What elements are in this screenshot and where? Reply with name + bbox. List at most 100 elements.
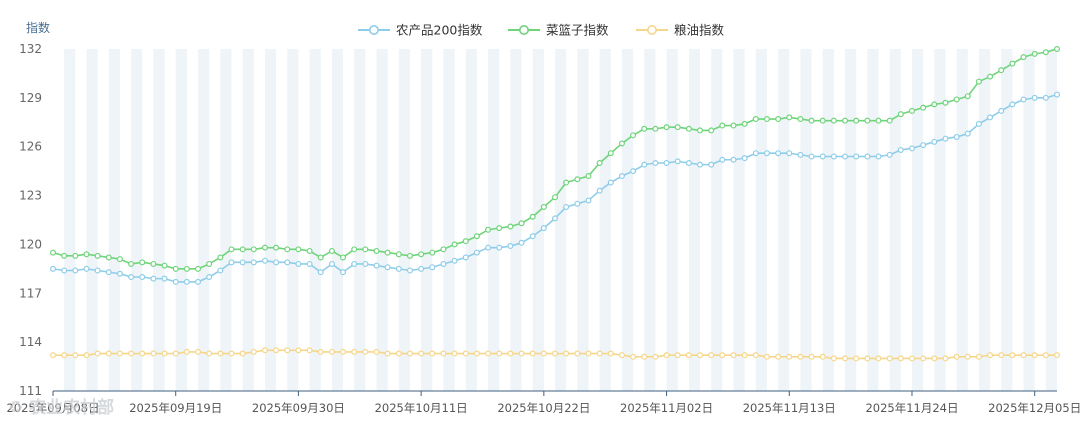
data-point[interactable] bbox=[228, 259, 235, 266]
legend-item[interactable]: 粮油指数 bbox=[636, 23, 725, 38]
data-point[interactable] bbox=[462, 350, 469, 357]
data-point[interactable] bbox=[618, 352, 625, 359]
data-point[interactable] bbox=[261, 257, 268, 264]
data-point[interactable] bbox=[1031, 50, 1038, 57]
data-point[interactable] bbox=[663, 160, 670, 167]
data-point[interactable] bbox=[485, 244, 492, 251]
data-point[interactable] bbox=[1020, 54, 1027, 61]
data-point[interactable] bbox=[507, 243, 514, 250]
data-point[interactable] bbox=[250, 259, 257, 266]
data-point[interactable] bbox=[384, 249, 391, 256]
data-point[interactable] bbox=[763, 353, 770, 360]
data-point[interactable] bbox=[652, 160, 659, 167]
data-point[interactable] bbox=[786, 150, 793, 157]
data-point[interactable] bbox=[585, 173, 592, 180]
data-point[interactable] bbox=[72, 352, 79, 359]
data-point[interactable] bbox=[94, 252, 101, 259]
data-point[interactable] bbox=[697, 352, 704, 359]
data-point[interactable] bbox=[529, 233, 536, 240]
data-point[interactable] bbox=[618, 173, 625, 180]
data-point[interactable] bbox=[585, 350, 592, 357]
data-point[interactable] bbox=[139, 350, 146, 357]
data-point[interactable] bbox=[306, 260, 313, 267]
data-point[interactable] bbox=[340, 348, 347, 355]
data-point[interactable] bbox=[406, 267, 413, 274]
data-point[interactable] bbox=[195, 278, 202, 285]
data-point[interactable] bbox=[172, 350, 179, 357]
data-point[interactable] bbox=[931, 355, 938, 362]
data-point[interactable] bbox=[875, 117, 882, 124]
data-point[interactable] bbox=[540, 225, 547, 232]
data-point[interactable] bbox=[273, 259, 280, 266]
data-point[interactable] bbox=[585, 197, 592, 204]
data-point[interactable] bbox=[886, 151, 893, 158]
data-point[interactable] bbox=[429, 264, 436, 271]
data-point[interactable] bbox=[808, 117, 815, 124]
legend-item[interactable]: 农产品200指数 bbox=[358, 23, 483, 38]
data-point[interactable] bbox=[418, 265, 425, 272]
data-point[interactable] bbox=[195, 265, 202, 272]
data-point[interactable] bbox=[618, 140, 625, 147]
data-point[interactable] bbox=[775, 353, 782, 360]
data-point[interactable] bbox=[607, 350, 614, 357]
data-point[interactable] bbox=[440, 350, 447, 357]
data-point[interactable] bbox=[485, 226, 492, 233]
data-point[interactable] bbox=[451, 241, 458, 248]
data-point[interactable] bbox=[217, 267, 224, 274]
data-point[interactable] bbox=[183, 348, 190, 355]
data-point[interactable] bbox=[551, 350, 558, 357]
data-point[interactable] bbox=[920, 355, 927, 362]
data-point[interactable] bbox=[551, 194, 558, 201]
data-point[interactable] bbox=[72, 252, 79, 259]
data-point[interactable] bbox=[362, 348, 369, 355]
data-point[interactable] bbox=[998, 107, 1005, 114]
data-point[interactable] bbox=[518, 239, 525, 246]
data-point[interactable] bbox=[797, 151, 804, 158]
data-point[interactable] bbox=[139, 274, 146, 281]
data-point[interactable] bbox=[373, 348, 380, 355]
data-point[interactable] bbox=[931, 138, 938, 145]
data-point[interactable] bbox=[94, 350, 101, 357]
data-point[interactable] bbox=[998, 67, 1005, 74]
data-point[interactable] bbox=[395, 251, 402, 258]
data-point[interactable] bbox=[964, 130, 971, 137]
data-point[interactable] bbox=[674, 124, 681, 131]
data-point[interactable] bbox=[853, 153, 860, 160]
data-point[interactable] bbox=[775, 116, 782, 123]
data-point[interactable] bbox=[295, 347, 302, 354]
data-point[interactable] bbox=[908, 355, 915, 362]
data-point[interactable] bbox=[183, 278, 190, 285]
data-point[interactable] bbox=[384, 264, 391, 271]
data-point[interactable] bbox=[864, 153, 871, 160]
data-point[interactable] bbox=[440, 246, 447, 253]
data-point[interactable] bbox=[239, 259, 246, 266]
data-point[interactable] bbox=[362, 246, 369, 253]
data-point[interactable] bbox=[83, 352, 90, 359]
data-point[interactable] bbox=[228, 350, 235, 357]
data-point[interactable] bbox=[496, 225, 503, 232]
data-point[interactable] bbox=[518, 350, 525, 357]
data-point[interactable] bbox=[116, 270, 123, 277]
data-point[interactable] bbox=[1020, 96, 1027, 103]
data-point[interactable] bbox=[116, 256, 123, 263]
data-point[interactable] bbox=[987, 114, 994, 121]
data-point[interactable] bbox=[217, 350, 224, 357]
data-point[interactable] bbox=[150, 275, 157, 282]
data-point[interactable] bbox=[652, 353, 659, 360]
data-point[interactable] bbox=[920, 104, 927, 111]
data-point[interactable] bbox=[395, 265, 402, 272]
data-point[interactable] bbox=[105, 269, 112, 276]
data-point[interactable] bbox=[328, 260, 335, 267]
data-point[interactable] bbox=[875, 153, 882, 160]
data-point[interactable] bbox=[406, 252, 413, 259]
data-point[interactable] bbox=[451, 257, 458, 264]
data-point[interactable] bbox=[574, 176, 581, 183]
data-point[interactable] bbox=[161, 275, 168, 282]
data-point[interactable] bbox=[451, 350, 458, 357]
data-point[interactable] bbox=[317, 254, 324, 261]
data-point[interactable] bbox=[741, 120, 748, 127]
data-point[interactable] bbox=[206, 350, 213, 357]
data-point[interactable] bbox=[418, 350, 425, 357]
data-point[interactable] bbox=[953, 133, 960, 140]
data-point[interactable] bbox=[351, 246, 358, 253]
